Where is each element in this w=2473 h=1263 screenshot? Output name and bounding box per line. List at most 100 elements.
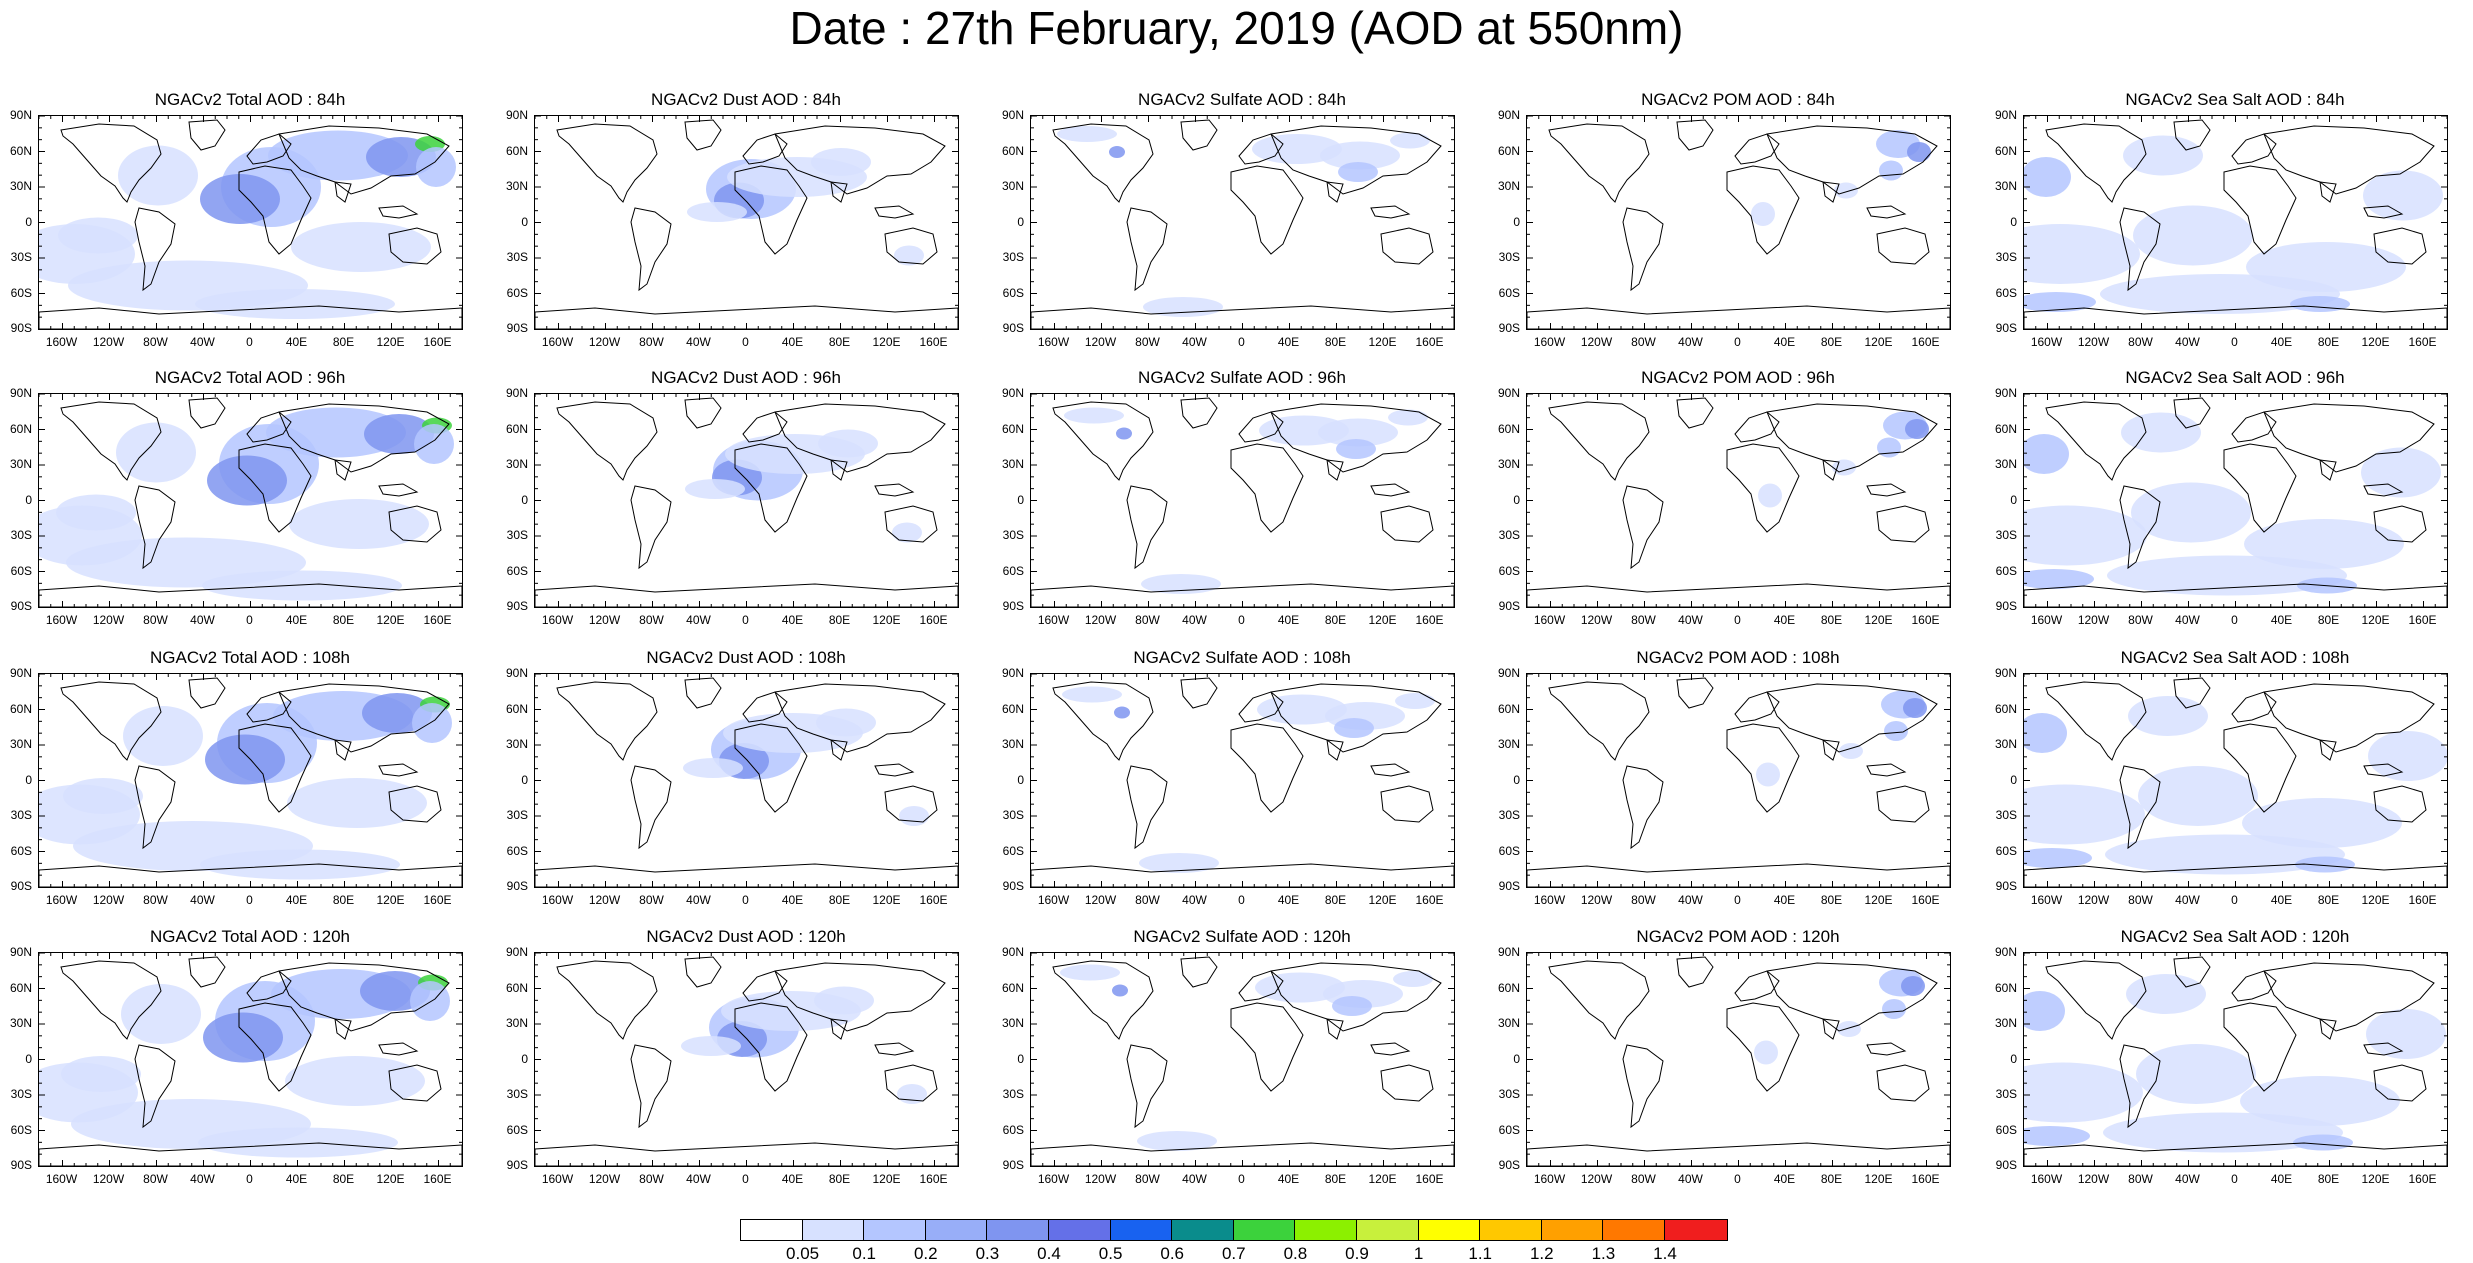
aod-shading: [681, 1036, 741, 1056]
latitude-label: 60S: [1498, 843, 1520, 858]
aod-shading: [205, 734, 285, 785]
latitude-label: 0: [521, 492, 528, 507]
latitude-label: 60S: [1002, 563, 1024, 578]
aod-shading: [1336, 439, 1376, 459]
aod-shading: [410, 981, 450, 1021]
aod-shading: [202, 570, 402, 601]
latitude-label: 30N: [1994, 457, 2017, 471]
panel-title: NGACv2 Dust AOD : 84h: [651, 90, 841, 109]
aod-shading: [1837, 1021, 1861, 1037]
latitude-label: 60S: [506, 1122, 528, 1137]
panel-title: NGACv2 Total AOD : 84h: [154, 90, 346, 109]
aod-shading: [2024, 991, 2065, 1031]
longitude-label: 0: [2231, 335, 2238, 349]
latitude-label: 30S: [506, 250, 528, 264]
latitude-label: 60N: [505, 143, 528, 158]
latitude-label: 60S: [1002, 1122, 1024, 1137]
latitude-label: 60N: [1497, 421, 1520, 436]
world-map: [38, 115, 463, 330]
latitude-label: 30N: [505, 737, 528, 751]
aod-shading: [2131, 482, 2251, 543]
latitude-label: 60S: [10, 285, 32, 300]
aod-shading: [291, 222, 431, 272]
longitude-label: 80W: [1631, 893, 1656, 907]
panel-title: NGACv2 Sea Salt AOD : 84h: [2125, 90, 2345, 109]
latitude-label: 0: [2010, 1051, 2017, 1066]
longitude-label: 80E: [828, 613, 851, 627]
longitude-label: 160E: [1911, 613, 1940, 627]
latitude-label: 90N: [1497, 108, 1520, 122]
longitude-label: 120W: [588, 893, 621, 907]
colorbar-label: 0.2: [913, 1244, 938, 1263]
longitude-label: 80E: [332, 1172, 355, 1186]
longitude-label: 160W: [1533, 893, 1566, 907]
map-panel: NGACv2 Sea Salt AOD : 120h 90N 60N 30N 0 30S 6…: [1985, 927, 2473, 1197]
longitude-label: 160W: [45, 1172, 78, 1186]
aod-shading: [2107, 555, 2347, 596]
latitude-label: 60S: [10, 1122, 32, 1137]
latitude-label: 30S: [1002, 808, 1024, 822]
aod-shading: [2024, 157, 2071, 197]
aod-shading: [58, 217, 138, 254]
latitude-label: 0: [25, 1051, 32, 1066]
latitude-label: 30N: [505, 1016, 528, 1030]
latitude-label: 30S: [1002, 1087, 1024, 1101]
longitude-label: 80E: [332, 893, 355, 907]
latitude-label: 90N: [1994, 945, 2017, 959]
longitude-label: 80W: [1631, 1172, 1656, 1186]
longitude-label: 0: [246, 1172, 253, 1186]
longitude-label: 40W: [2175, 613, 2200, 627]
longitude-label: 160E: [919, 893, 948, 907]
latitude-label: 90N: [9, 666, 32, 680]
longitude-label: 40E: [2270, 335, 2293, 349]
aod-shading: [1116, 427, 1132, 440]
aod-shading: [2024, 292, 2096, 312]
longitude-label: 40W: [2175, 1172, 2200, 1186]
latitude-label: 90N: [1497, 386, 1520, 400]
latitude-label: 30S: [1995, 528, 2017, 542]
latitude-label: 30S: [1995, 250, 2017, 264]
latitude-label: 0: [1017, 772, 1024, 787]
longitude-label: 120W: [1580, 613, 1613, 627]
colorbar-label: 0.05: [786, 1244, 820, 1263]
latitude-label: 60S: [1498, 563, 1520, 578]
latitude-label: 0: [521, 772, 528, 787]
longitude-label: 40E: [1277, 893, 1300, 907]
colorbar-label: 1.4: [1653, 1244, 1677, 1263]
aod-shading: [285, 1056, 425, 1106]
aod-shading: [118, 145, 198, 206]
latitude-label: 30S: [506, 528, 528, 542]
longitude-label: 160W: [541, 893, 574, 907]
world-map: [534, 952, 959, 1167]
longitude-label: 40E: [781, 893, 804, 907]
longitude-label: 80E: [828, 893, 851, 907]
latitude-label: 90N: [1994, 108, 2017, 122]
latitude-label: 90N: [9, 945, 32, 959]
world-map: [38, 393, 463, 608]
colorbar-label: 1: [1413, 1244, 1424, 1263]
latitude-label: 60N: [9, 980, 32, 995]
aod-shading: [2024, 784, 2145, 845]
longitude-label: 120W: [1084, 335, 1117, 349]
latitude-label: 90N: [1497, 666, 1520, 680]
longitude-label: 40W: [1678, 335, 1703, 349]
latitude-label: 90N: [9, 108, 32, 122]
longitude-label: 80W: [639, 1172, 664, 1186]
longitude-label: 120W: [2077, 1172, 2110, 1186]
longitude-label: 0: [1238, 613, 1245, 627]
latitude-label: 60N: [1001, 701, 1024, 716]
longitude-label: 120W: [588, 613, 621, 627]
longitude-label: 80E: [1324, 335, 1347, 349]
aod-shading: [116, 422, 196, 483]
colorbar-swatch: [1480, 1220, 1542, 1240]
world-map: [2023, 393, 2448, 608]
longitude-label: 40E: [1277, 1172, 1300, 1186]
latitude-label: 60N: [1497, 701, 1520, 716]
aod-shading: [414, 424, 454, 464]
longitude-label: 40E: [285, 1172, 308, 1186]
longitude-label: 80W: [639, 335, 664, 349]
colorbar-swatch: [864, 1220, 926, 1240]
aod-shading: [2100, 274, 2340, 314]
aod-shading: [2024, 848, 2092, 868]
longitude-label: 160W: [1037, 335, 1070, 349]
